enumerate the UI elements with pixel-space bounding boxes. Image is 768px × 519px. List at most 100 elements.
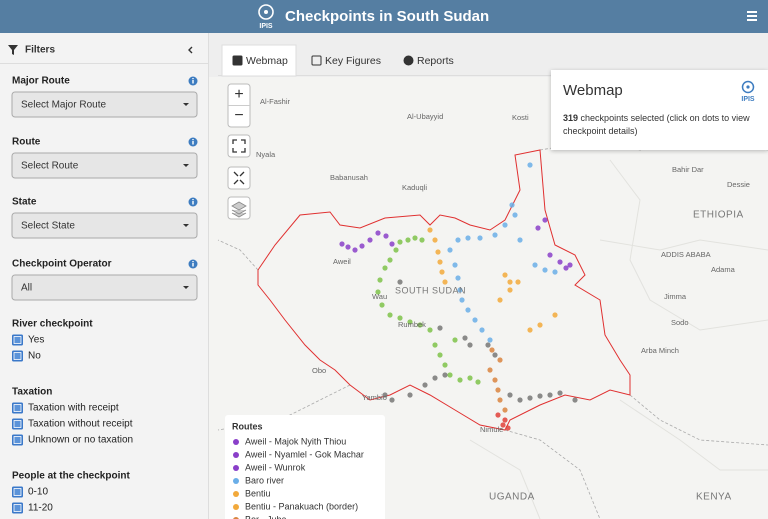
checkpoint-dot[interactable]: [552, 269, 558, 275]
checkpoint-dot[interactable]: [387, 312, 393, 318]
zoom-out[interactable]: −: [234, 107, 243, 124]
checkpoint-dot[interactable]: [439, 269, 445, 275]
checkpoint-dot[interactable]: [567, 262, 573, 268]
checkpoint-dot[interactable]: [517, 237, 523, 243]
checkpoint-dot[interactable]: [345, 244, 351, 250]
checkpoint-dot[interactable]: [447, 372, 453, 378]
checkpoint-dot[interactable]: [472, 317, 478, 323]
checkpoint-dot[interactable]: [455, 237, 461, 243]
checkpoint-dot[interactable]: [437, 352, 443, 358]
checkpoint-dot[interactable]: [477, 235, 483, 241]
menu-button[interactable]: [747, 11, 757, 21]
checkpoint-dot[interactable]: [492, 232, 498, 238]
checkpoint-dot[interactable]: [505, 425, 511, 431]
checkpoint-dot[interactable]: [507, 279, 513, 285]
checkpoint-dot[interactable]: [475, 379, 481, 385]
checkpoint-dot[interactable]: [542, 217, 548, 223]
checkpoint-dot[interactable]: [383, 233, 389, 239]
checkpoint-dot[interactable]: [465, 235, 471, 241]
checkpoint-dot[interactable]: [467, 342, 473, 348]
checkpoint-dot[interactable]: [495, 387, 501, 393]
checkpoint-dot[interactable]: [527, 162, 533, 168]
checkpoint-dot[interactable]: [509, 202, 515, 208]
checkpoint-dot[interactable]: [397, 239, 403, 245]
checkpoint-dot[interactable]: [367, 237, 373, 243]
collapse-button[interactable]: [188, 46, 193, 54]
checkpoint-dot[interactable]: [427, 327, 433, 333]
checkpoint-dot[interactable]: [547, 252, 553, 258]
checkpoint-dot[interactable]: [387, 257, 393, 263]
checkpoint-dot[interactable]: [532, 262, 538, 268]
checkpoint-dot[interactable]: [407, 319, 413, 325]
checkpoint-dot[interactable]: [537, 393, 543, 399]
checkpoint-dot[interactable]: [442, 362, 448, 368]
checkpoint-dot[interactable]: [419, 237, 425, 243]
checkpoint-dot[interactable]: [452, 262, 458, 268]
checkpoint-dot[interactable]: [492, 377, 498, 383]
checkpoint-dot[interactable]: [502, 407, 508, 413]
checkpoint-dot[interactable]: [517, 397, 523, 403]
checkpoint-dot[interactable]: [527, 327, 533, 333]
reset-button[interactable]: [227, 166, 251, 190]
checkpoint-dot[interactable]: [352, 247, 358, 253]
checkpoint-dot[interactable]: [405, 237, 411, 243]
select[interactable]: [11, 274, 198, 301]
checkpoint-dot[interactable]: [507, 392, 513, 398]
checkpoint-dot[interactable]: [412, 235, 418, 241]
checkpoint-dot[interactable]: [375, 230, 381, 236]
checkpoint-dot[interactable]: [507, 287, 513, 293]
checkpoint-dot[interactable]: [465, 307, 471, 313]
checkpoint-dot[interactable]: [359, 243, 365, 249]
checkpoint-dot[interactable]: [537, 322, 543, 328]
checkpoint-dot[interactable]: [515, 279, 521, 285]
checkpoint-dot[interactable]: [500, 422, 506, 428]
checkpoint-dot[interactable]: [427, 227, 433, 233]
checkpoint-dot[interactable]: [557, 259, 563, 265]
checkpoint-dot[interactable]: [487, 337, 493, 343]
checkpoint-dot[interactable]: [457, 377, 463, 383]
checkpoint-dot[interactable]: [375, 289, 381, 295]
checkpoint-dot[interactable]: [379, 302, 385, 308]
checkpoint-dot[interactable]: [442, 279, 448, 285]
checkpoint-dot[interactable]: [455, 275, 461, 281]
checkpoint-dot[interactable]: [389, 241, 395, 247]
checkpoint-dot[interactable]: [452, 337, 458, 343]
tab[interactable]: Webmap: [246, 55, 288, 67]
checkpoint-dot[interactable]: [502, 272, 508, 278]
tab[interactable]: Key Figures: [325, 55, 381, 67]
checkpoint-dot[interactable]: [377, 277, 383, 283]
checkpoint-dot[interactable]: [502, 222, 508, 228]
checkpoint-dot[interactable]: [547, 392, 553, 398]
checkpoint-dot[interactable]: [487, 367, 493, 373]
checkpoint-dot[interactable]: [497, 397, 503, 403]
checkpoint-dot[interactable]: [389, 397, 395, 403]
checkpoint-dot[interactable]: [339, 241, 345, 247]
select[interactable]: [11, 91, 198, 118]
select[interactable]: [11, 152, 198, 179]
checkpoint-dot[interactable]: [442, 372, 448, 378]
checkpoint-dot[interactable]: [512, 212, 518, 218]
select[interactable]: [11, 212, 198, 239]
checkpoint-dot[interactable]: [457, 287, 463, 293]
zoom-in[interactable]: +: [234, 86, 243, 103]
checkpoint-dot[interactable]: [432, 342, 438, 348]
checkpoint-dot[interactable]: [497, 297, 503, 303]
checkpoint-dot[interactable]: [437, 325, 443, 331]
checkpoint-dot[interactable]: [497, 357, 503, 363]
checkpoint-dot[interactable]: [397, 315, 403, 321]
checkpoint-dot[interactable]: [495, 412, 501, 418]
checkpoint-dot[interactable]: [432, 237, 438, 243]
checkpoint-dot[interactable]: [393, 247, 399, 253]
checkpoint-dot[interactable]: [527, 395, 533, 401]
checkpoint-dot[interactable]: [502, 417, 508, 423]
checkpoint-dot[interactable]: [459, 297, 465, 303]
checkpoint-dot[interactable]: [417, 322, 423, 328]
checkpoint-dot[interactable]: [492, 352, 498, 358]
checkpoint-dot[interactable]: [489, 347, 495, 353]
checkpoint-dot[interactable]: [422, 382, 428, 388]
tab[interactable]: Reports: [417, 55, 454, 67]
checkpoint-dot[interactable]: [407, 392, 413, 398]
fullscreen-button[interactable]: [227, 134, 251, 158]
checkpoint-dot[interactable]: [479, 327, 485, 333]
checkpoint-dot[interactable]: [432, 375, 438, 381]
